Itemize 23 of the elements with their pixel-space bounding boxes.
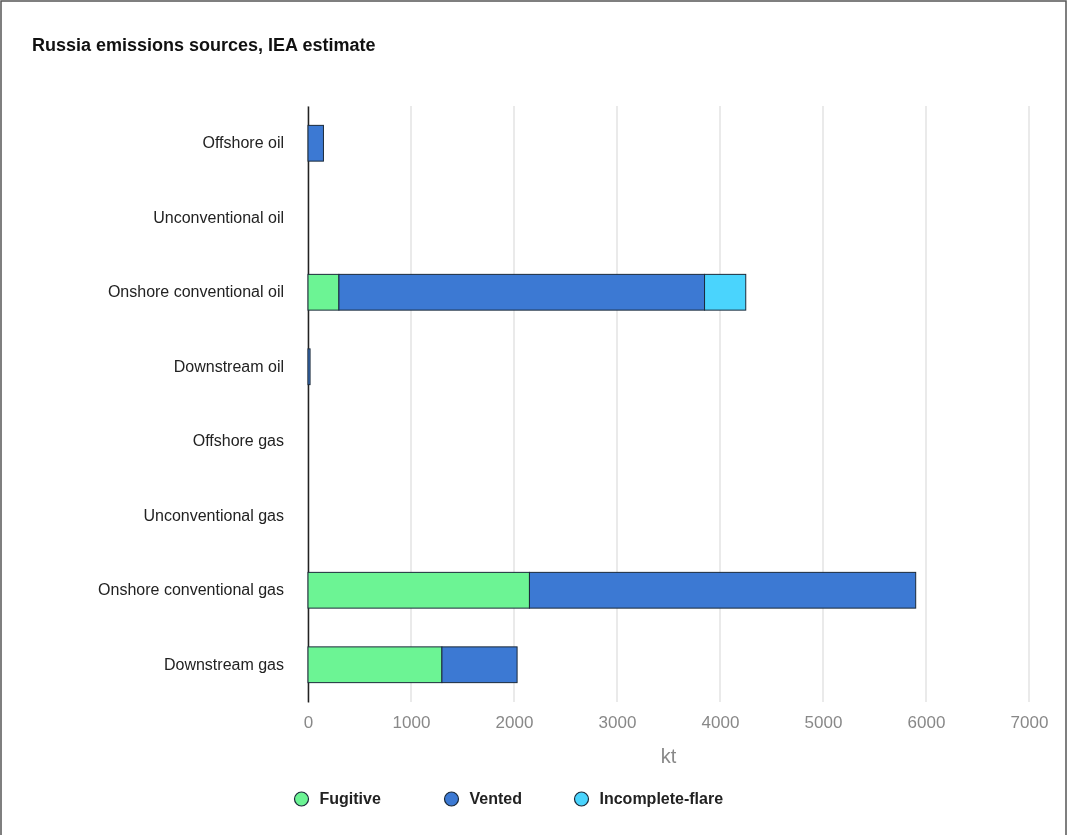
x-tick-label: 7000	[1010, 713, 1049, 733]
y-tick-label: Downstream gas	[163, 655, 284, 673]
y-tick-label: Unconventional oil	[153, 208, 284, 226]
x-tick-label: 1000	[392, 713, 431, 733]
y-tick-label: Offshore oil	[202, 134, 284, 152]
bar	[307, 124, 324, 162]
legend-label: Vented	[469, 790, 522, 807]
y-tick-label: Unconventional gas	[143, 506, 284, 524]
y-tick-label: Offshore gas	[192, 432, 284, 450]
x-tick-label: 6000	[907, 713, 946, 733]
bar	[307, 348, 311, 386]
legend-label: Fugitive	[319, 790, 381, 807]
y-tick-label: Onshore conventional gas	[98, 581, 284, 599]
legend-label: Incomplete-flare	[599, 790, 724, 807]
x-tick-label: 0	[303, 713, 314, 733]
x-tick-label: 4000	[701, 713, 740, 733]
chart-title: Russia emissions sources, IEA estimate	[32, 35, 376, 55]
y-tick-label: Downstream oil	[173, 357, 284, 375]
x-tick-label: 3000	[598, 713, 637, 733]
x-tick-label: 2000	[495, 713, 534, 733]
x-tick-label: 5000	[804, 713, 843, 733]
x-axis-title: kt	[660, 745, 677, 767]
y-tick-label: Onshore conventional oil	[107, 283, 284, 301]
